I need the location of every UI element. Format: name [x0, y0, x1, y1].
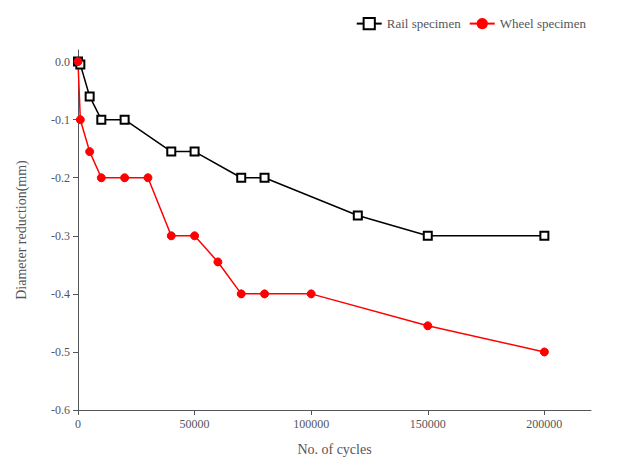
svg-text:0.0: 0.0 [55, 55, 70, 69]
svg-text:-0.6: -0.6 [51, 403, 70, 417]
svg-text:-0.3: -0.3 [51, 229, 70, 243]
svg-text:Diameter reduction(mm): Diameter reduction(mm) [14, 160, 30, 300]
svg-text:50000: 50000 [180, 417, 210, 431]
svg-text:150000: 150000 [410, 417, 446, 431]
svg-text:-0.1: -0.1 [51, 113, 70, 127]
svg-text:200000: 200000 [526, 417, 562, 431]
svg-text:100000: 100000 [293, 417, 329, 431]
svg-text:-0.4: -0.4 [51, 287, 70, 301]
svg-text:0: 0 [75, 417, 81, 431]
svg-text:Wheel specimen: Wheel specimen [500, 16, 587, 31]
svg-text:Rail specimen: Rail specimen [387, 16, 462, 31]
svg-text:-0.2: -0.2 [51, 171, 70, 185]
svg-text:No. of cycles: No. of cycles [297, 442, 371, 457]
svg-text:-0.5: -0.5 [51, 345, 70, 359]
